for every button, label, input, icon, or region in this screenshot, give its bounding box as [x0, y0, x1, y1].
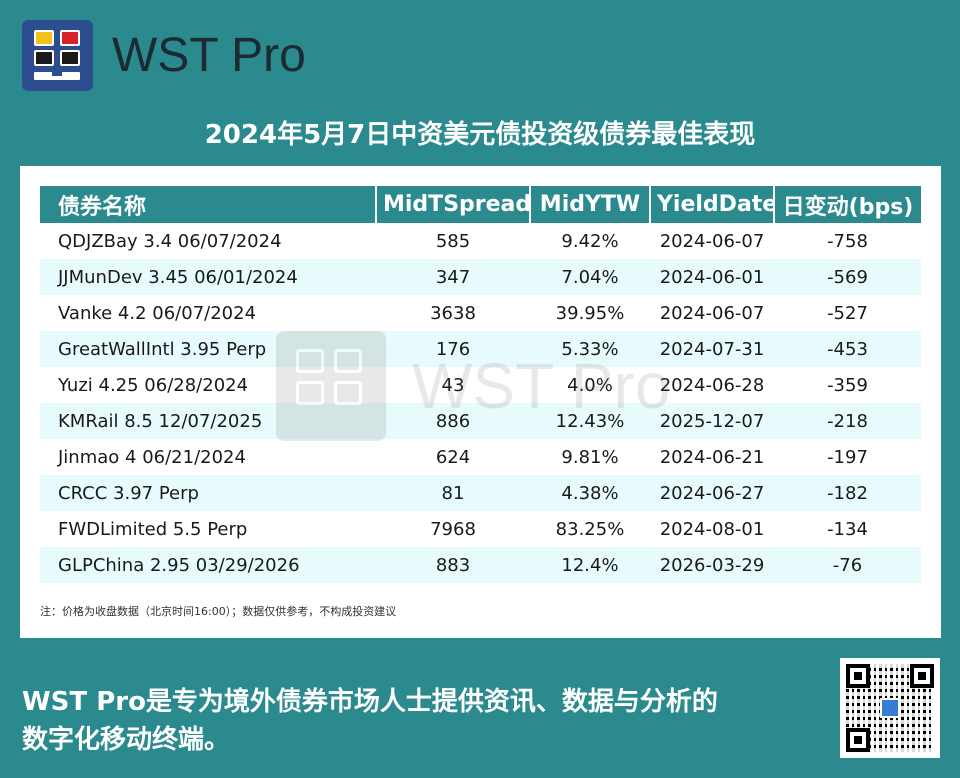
cell-bond-name: JJMunDev 3.45 06/01/2024	[40, 259, 376, 295]
cell-yielddate: 2024-08-01	[659, 518, 765, 540]
table-row: Jinmao 4 06/21/2024 624 9.81% 2024-06-21…	[40, 439, 921, 475]
cell-bond-name: FWDLimited 5.5 Perp	[58, 518, 248, 540]
cell-yielddate: 2024-07-31	[650, 331, 774, 367]
bond-table: 债券名称 MidTSpread MidYTW YieldDate 日变动(bps…	[40, 186, 921, 583]
header-yielddate: YieldDate	[650, 186, 775, 223]
cell-bond-name: CRCC 3.97 Perp	[40, 475, 376, 511]
table-row: FWDLimited 5.5 Perp 7968 83.25% 2024-08-…	[40, 511, 921, 547]
cell-daily-change: -527	[827, 302, 868, 324]
cell-daily-change: -218	[774, 403, 921, 439]
cell-midtspread: 585	[435, 230, 471, 252]
cell-midtspread: 43	[441, 374, 465, 396]
header-midtspread: MidTSpread	[376, 186, 531, 223]
cell-daily-change: -758	[827, 230, 868, 252]
footer-line-2: 数字化移动终端。	[22, 725, 231, 755]
table-row: CRCC 3.97 Perp 81 4.38% 2024-06-27 -182	[40, 475, 921, 511]
cell-yielddate: 2024-06-27	[650, 475, 774, 511]
footer-description: WST Pro是专为境外债券市场人士提供资讯、数据与分析的 数字化移动终端。	[22, 683, 802, 759]
cell-yielddate: 2024-06-07	[659, 302, 765, 324]
cell-daily-change: -197	[827, 446, 868, 468]
cell-bond-name: Jinmao 4 06/21/2024	[58, 446, 246, 468]
table-row: Vanke 4.2 06/07/2024 3638 39.95% 2024-06…	[40, 295, 921, 331]
cell-midtspread: 883	[376, 547, 530, 583]
cell-bond-name: Yuzi 4.25 06/28/2024	[58, 374, 249, 396]
cell-bond-name: KMRail 8.5 12/07/2025	[40, 403, 376, 439]
table-row: Yuzi 4.25 06/28/2024 43 4.0% 2024-06-28 …	[40, 367, 921, 403]
cell-bond-name: Vanke 4.2 06/07/2024	[58, 302, 257, 324]
table-row: GreatWallIntl 3.95 Perp 176 5.33% 2024-0…	[40, 331, 921, 367]
cell-bond-name: GLPChina 2.95 03/29/2026	[40, 547, 376, 583]
cell-yielddate: 2025-12-07	[650, 403, 774, 439]
header-daily-change: 日变动(bps)	[774, 186, 921, 223]
brand-name: WST Pro	[112, 29, 306, 82]
cell-midytw: 4.0%	[567, 374, 613, 396]
table-row: JJMunDev 3.45 06/01/2024 347 7.04% 2024-…	[40, 259, 921, 295]
cell-midytw: 7.04%	[530, 259, 650, 295]
header-midytw: MidYTW	[530, 186, 651, 223]
table-row: QDJZBay 3.4 06/07/2024 585 9.42% 2024-06…	[40, 223, 921, 259]
cell-midytw: 4.38%	[530, 475, 650, 511]
page-title: 2024年5月7日中资美元债投资级债券最佳表现	[204, 120, 756, 150]
cell-yielddate: 2024-06-07	[659, 230, 765, 252]
cell-daily-change: -359	[827, 374, 868, 396]
cell-midtspread: 3638	[430, 302, 476, 324]
header-bond-name: 债券名称	[40, 186, 377, 223]
cell-midtspread: 176	[376, 331, 530, 367]
table-row: GLPChina 2.95 03/29/2026 883 12.4% 2026-…	[40, 547, 921, 583]
cell-midytw: 9.42%	[561, 230, 619, 252]
cell-yielddate: 2026-03-29	[650, 547, 774, 583]
cell-midtspread: 886	[376, 403, 530, 439]
footnote: 注：价格为收盘数据（北京时间16:00）；数据仅供参考，不构成投资建议	[40, 605, 397, 618]
table-row: KMRail 8.5 12/07/2025 886 12.43% 2025-12…	[40, 403, 921, 439]
qr-code-icon	[840, 658, 940, 758]
cell-midtspread: 81	[376, 475, 530, 511]
cell-midytw: 5.33%	[530, 331, 650, 367]
cell-midtspread: 347	[376, 259, 530, 295]
cell-daily-change: -182	[774, 475, 921, 511]
cell-bond-name: QDJZBay 3.4 06/07/2024	[58, 230, 282, 252]
cell-bond-name: GreatWallIntl 3.95 Perp	[40, 331, 376, 367]
cell-midytw: 83.25%	[555, 518, 625, 540]
footer-line-1: WST Pro是专为境外债券市场人士提供资讯、数据与分析的	[22, 687, 718, 717]
table-header-row: 债券名称 MidTSpread MidYTW YieldDate 日变动(bps…	[40, 186, 921, 223]
cell-midytw: 12.43%	[530, 403, 650, 439]
wst-pro-logo-icon	[22, 20, 93, 91]
cell-yielddate: 2024-06-21	[659, 446, 765, 468]
table-card: 债券名称 MidTSpread MidYTW YieldDate 日变动(bps…	[20, 166, 941, 638]
cell-daily-change: -134	[827, 518, 868, 540]
cell-yielddate: 2024-06-01	[650, 259, 774, 295]
cell-midtspread: 624	[435, 446, 471, 468]
cell-daily-change: -453	[774, 331, 921, 367]
cell-daily-change: -569	[774, 259, 921, 295]
cell-midtspread: 7968	[430, 518, 476, 540]
cell-midytw: 39.95%	[555, 302, 625, 324]
cell-daily-change: -76	[774, 547, 921, 583]
cell-midytw: 9.81%	[561, 446, 619, 468]
cell-midytw: 12.4%	[530, 547, 650, 583]
cell-yielddate: 2024-06-28	[659, 374, 765, 396]
